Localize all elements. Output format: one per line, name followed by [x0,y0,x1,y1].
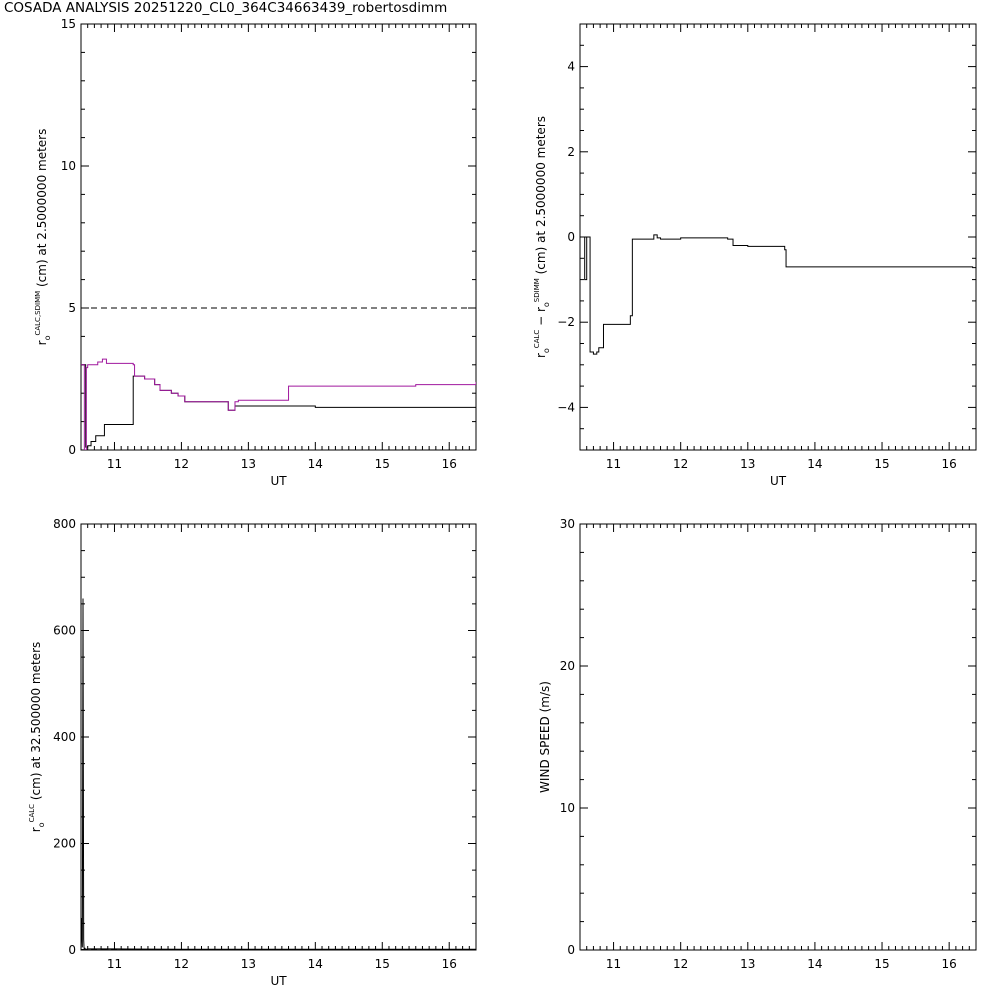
panel-wind-speed: 11 12 13 14 15 16 0 10 20 30 WIND SPEED (m/s) [538,517,977,971]
x-tick-label: 15 [874,457,889,471]
x-tick-label: 13 [241,457,256,471]
x-tick-label: 16 [442,457,457,471]
panel-r0-calc-sdimm: 11 12 13 14 15 16 0 5 10 15 UT roCALC,SDIMM (cm) at… [34,17,477,488]
y-tick-label: 0 [567,943,575,957]
y-tick-label: 400 [53,730,76,744]
y-label-subscript: o [43,335,52,340]
plot-frame [80,23,477,451]
y-tick-label: 600 [53,624,76,638]
y-label-subscript: o [37,822,46,827]
series-line-0 [583,234,976,355]
plot-frame [579,23,977,451]
x-axis-label: UT [270,974,287,988]
y-label-rest: (cm) at 2.5000000 meters [35,129,49,291]
y-tick-label: 5 [68,301,76,315]
x-tick-label: 14 [308,957,323,971]
y-tick-label: 10 [560,801,575,815]
x-tick-label: 16 [942,457,957,471]
y-tick-label: 0 [68,943,76,957]
x-tick-label: 14 [308,457,323,471]
y-label-superscript: CALC [28,804,36,823]
plot-frame [80,523,477,951]
y-label-superscript-2: SDIMM [533,278,541,302]
x-tick-label: 11 [606,457,621,471]
x-tick-label: 16 [942,957,957,971]
y-tick-label: 0 [567,230,575,244]
y-label-mid: − r [534,307,548,330]
x-tick-label: 15 [375,957,390,971]
y-axis-label: roCALC − roSDIMM (cm) at 2.5000000 meter… [533,116,551,358]
y-tick-label: −2 [557,315,575,329]
x-tick-label: 12 [673,457,688,471]
y-label-rest: (cm) at 2.5000000 meters [534,116,548,278]
y-tick-label: 15 [61,17,76,31]
x-tick-label: 14 [807,957,822,971]
y-label-superscript: CALC [533,330,541,349]
series-line-0 [81,598,476,950]
y-tick-label: 30 [560,517,575,531]
y-tick-label: 4 [567,60,575,74]
y-label-main: r [35,340,49,345]
page-title: COSADA ANALYSIS 20251220_CL0_364C3466343… [4,0,448,16]
x-tick-label: 12 [174,957,189,971]
series-line-0 [81,364,476,448]
series-line-1 [81,358,476,450]
x-tick-label: 11 [606,957,621,971]
x-tick-label: 15 [874,957,889,971]
x-tick-label: 12 [673,957,688,971]
y-axis-label: WIND SPEED (m/s) [538,681,552,793]
x-axis-label: UT [770,474,787,488]
x-tick-label: 13 [740,457,755,471]
panel-r0-calc-32m: 11 12 13 14 15 16 0 200 400 600 800 UT roCALC (cm) a… [28,517,477,988]
y-label-subscript-2: o [542,302,551,307]
y-tick-label: 800 [53,517,76,531]
x-tick-label: 14 [807,457,822,471]
y-tick-label: 0 [68,443,76,457]
y-tick-label: 2 [567,145,575,159]
y-label-main: r [534,353,548,358]
y-label-main: WIND SPEED (m/s) [538,681,552,793]
x-tick-label: 13 [740,957,755,971]
y-axis-label: roCALC,SDIMM (cm) at 2.5000000 meters [34,129,52,346]
y-label-superscript: CALC,SDIMM [34,291,42,336]
x-axis-label: UT [270,474,287,488]
y-label-rest: (cm) at 32.500000 meters [29,642,43,804]
plot-frame [579,523,977,951]
y-tick-label: 200 [53,837,76,851]
x-tick-label: 11 [107,457,122,471]
x-tick-label: 12 [174,457,189,471]
y-label-main: r [29,827,43,832]
x-tick-label: 11 [107,957,122,971]
x-tick-label: 16 [442,957,457,971]
y-tick-label: 10 [61,159,76,173]
y-axis-label: roCALC (cm) at 32.500000 meters [28,642,46,833]
y-label-subscript: o [542,348,551,353]
x-tick-label: 15 [375,457,390,471]
x-tick-label: 13 [241,957,256,971]
y-tick-label: 20 [560,659,575,673]
y-tick-label: −4 [557,400,575,414]
